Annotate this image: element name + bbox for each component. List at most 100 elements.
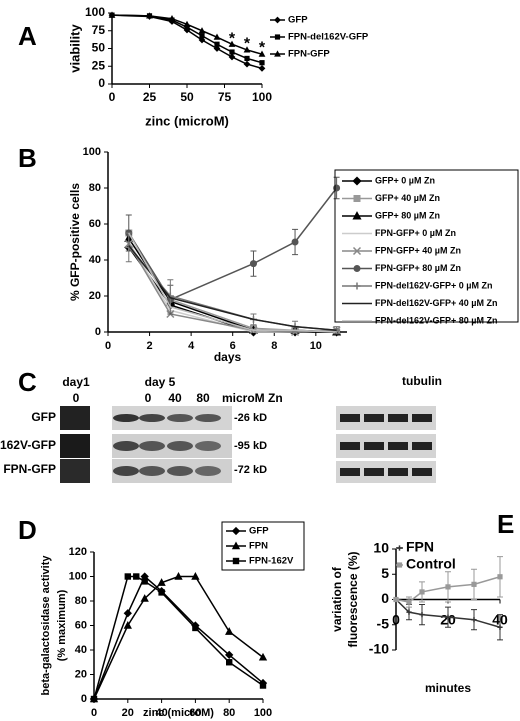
x-axis-label: zinc (microM) [145,113,229,128]
y-axis-label: viability [67,24,82,73]
marker [396,562,403,568]
x-tick-label: 6 [230,340,236,352]
y-tick-label: -5 [377,615,390,631]
marker [184,24,190,30]
marker [124,573,131,580]
legend-label: FPN [249,541,268,552]
annotation: * [259,40,266,57]
marker [191,572,200,580]
marker [168,15,176,22]
marker [353,265,361,272]
marker [393,596,399,603]
marker [141,578,148,585]
y-tick-label: 25 [92,58,106,72]
legend-label: GFP [249,526,269,537]
marker [231,541,241,550]
day-label: day1 [62,375,90,389]
x-tick-label: 75 [218,90,232,104]
legend-label: FPN-GFP+ 0 µM Zn [375,228,456,238]
marker [232,557,240,565]
dose-label: 0 [73,391,80,405]
y-tick-label: 40 [89,254,101,266]
legend-label: GFP+ 0 µM Zn [375,175,435,185]
marker [244,55,250,62]
marker [229,49,235,55]
x-tick-label: 60 [189,707,201,719]
row-label: GFP [31,410,56,424]
legend-label: GFP+ 80 µM Zn [375,210,440,220]
marker [353,195,361,202]
marker [192,624,199,632]
y-tick-label: 120 [69,546,87,558]
y-tick-label: 50 [92,41,106,55]
marker [333,184,341,192]
y-axis-label: (% maximum) [56,589,68,661]
marker [258,65,266,72]
x-axis-label: days [214,350,242,364]
marker [228,40,236,47]
x-tick-label: 50 [180,90,194,104]
panel-label: E [497,509,514,539]
y-tick-label: 75 [92,23,106,37]
panel-c: C day1 day 5 0 0 40 80 microM Zn tubulin… [0,367,442,483]
marker [406,599,412,605]
marker [471,617,477,623]
legend-label: FPN-GFP+ 40 µM Zn [375,245,461,255]
legend-label: FPN-GFP+ 80 µM Zn [375,263,461,273]
marker [158,589,165,596]
panel-label: D [18,515,37,545]
marker [258,652,268,661]
y-tick-label: 0 [98,76,105,90]
legend-label: GFP [288,15,308,26]
y-tick-label: -10 [369,641,389,657]
marker [291,238,299,246]
x-tick-label: 100 [252,90,272,104]
y-axis-label: beta-galactosidase activity [40,555,52,696]
marker [396,545,403,551]
day-label: day 5 [145,375,176,389]
panel-label: A [18,21,37,51]
marker [249,260,257,268]
legend-box [334,169,519,323]
marker [445,614,451,620]
y-tick-label: 80 [75,595,87,607]
marker [274,34,281,40]
marker [213,33,221,40]
y-tick-label: 60 [89,218,101,230]
marker [445,584,451,590]
annotation: * [229,30,236,47]
x-axis-label: zinc (microM) [143,707,214,719]
annotation: * [244,35,251,52]
marker [243,60,251,68]
blot-image [60,406,436,483]
x-tick-label: 10 [310,340,322,352]
marker [497,574,503,580]
x-tick-label: 0 [91,707,97,719]
marker [199,33,205,39]
marker [259,60,265,66]
marker [157,578,166,586]
legend-label: FPN [406,539,434,555]
marker [353,282,361,290]
marker [133,573,140,580]
row-label: FPN-GFP [3,462,56,476]
x-tick-label: 4 [188,340,195,352]
marker [419,589,425,595]
marker [146,12,153,19]
marker [406,609,412,615]
size-label: -95 kD [234,440,267,452]
marker [123,609,132,618]
x-tick-label: 40 [155,707,167,719]
marker [198,27,206,34]
marker [231,526,241,536]
marker [174,572,183,580]
size-label: -26 kD [234,412,267,424]
marker [228,53,236,61]
legend-label: FPN-GFP [288,49,330,60]
x-tick-label: 2 [147,340,153,352]
legend-label: Control [406,556,456,572]
marker [419,612,425,618]
legend-label: FPN-del162V-GFP+ 0 µM Zn [375,280,492,290]
y-axis-label: variation of [330,566,344,632]
y-tick-label: 100 [85,5,105,19]
